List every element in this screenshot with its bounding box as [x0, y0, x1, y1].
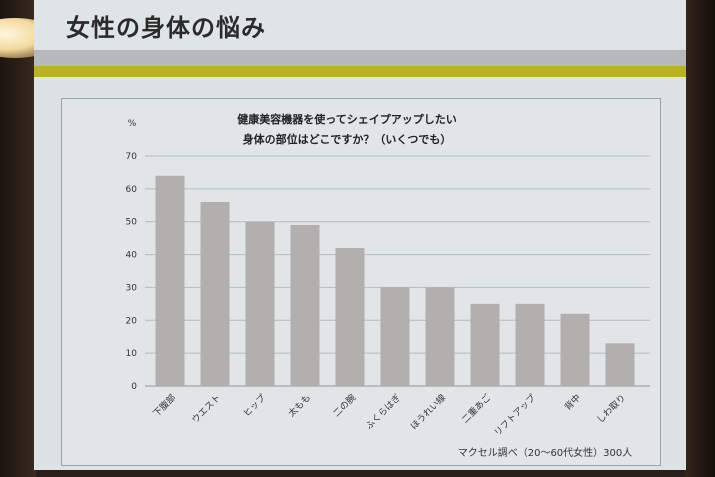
y-tick-label: 40 — [126, 251, 138, 261]
category-label: 二重あご — [459, 392, 493, 426]
title-bar: 女性の身体の悩み — [34, 0, 686, 48]
chart-title-line-2: 身体の部位はどこですか？（いくつでも） — [243, 132, 452, 146]
room-wall-left — [0, 0, 36, 477]
bar — [470, 303, 500, 386]
bar — [155, 175, 185, 386]
decorative-band-gray — [34, 50, 686, 66]
category-label: しわ取り — [595, 392, 628, 425]
y-tick-label: 50 — [126, 218, 138, 228]
category-label: ほうれい線 — [408, 392, 448, 432]
y-tick-labels: 0 10 20 30 40 50 60 70 — [126, 152, 138, 392]
category-label: ウエスト — [190, 392, 223, 425]
category-label: リフトアップ — [492, 392, 538, 438]
y-tick-label: 30 — [126, 283, 138, 293]
bar — [290, 225, 320, 386]
y-tick-label: 60 — [126, 185, 138, 195]
category-label: 太もも — [286, 392, 314, 420]
room-wall-right — [685, 0, 715, 477]
category-label: ヒップ — [241, 392, 268, 419]
bar — [380, 287, 410, 386]
bar — [245, 221, 275, 386]
source-note: マクセル調べ（20～60代女性）300人 — [458, 446, 633, 459]
y-tick-label: 70 — [126, 152, 138, 162]
bar — [425, 287, 455, 386]
bar — [200, 202, 230, 386]
category-label: ふくらはぎ — [363, 392, 403, 432]
bar — [515, 303, 545, 386]
y-axis-unit-label: % — [128, 119, 137, 129]
bar — [605, 343, 635, 386]
presentation-slide: 女性の身体の悩み 0 10 20 30 40 50 60 70 下腹部 ウエスト ヒップ 太もも 二の… — [34, 0, 686, 470]
bars — [155, 175, 635, 386]
decorative-band-yellow — [34, 66, 686, 77]
bar — [335, 248, 365, 386]
category-label: 下腹部 — [151, 392, 179, 420]
y-tick-label: 0 — [131, 382, 137, 392]
category-label: 背中 — [562, 392, 583, 413]
slide-title: 女性の身体の悩み — [66, 14, 266, 42]
category-label: 二の腕 — [331, 392, 359, 420]
chart-title-line-1: 健康美容機器を使ってシェイプアップしたい — [237, 112, 456, 126]
category-labels: 下腹部 ウエスト ヒップ 太もも 二の腕 ふくらはぎ ほうれい線 二重あご リフトアップ 背中 しわ… — [151, 392, 629, 439]
y-tick-label: 10 — [126, 349, 138, 359]
chart-frame: 0 10 20 30 40 50 60 70 下腹部 ウエスト ヒップ 太もも 二の腕 ふくらはぎ ほうれ… — [61, 98, 661, 466]
bar-chart: 0 10 20 30 40 50 60 70 下腹部 ウエスト ヒップ 太もも 二の腕 ふくらはぎ ほうれ… — [126, 112, 650, 459]
y-tick-label: 20 — [126, 316, 138, 326]
bar — [560, 313, 590, 386]
